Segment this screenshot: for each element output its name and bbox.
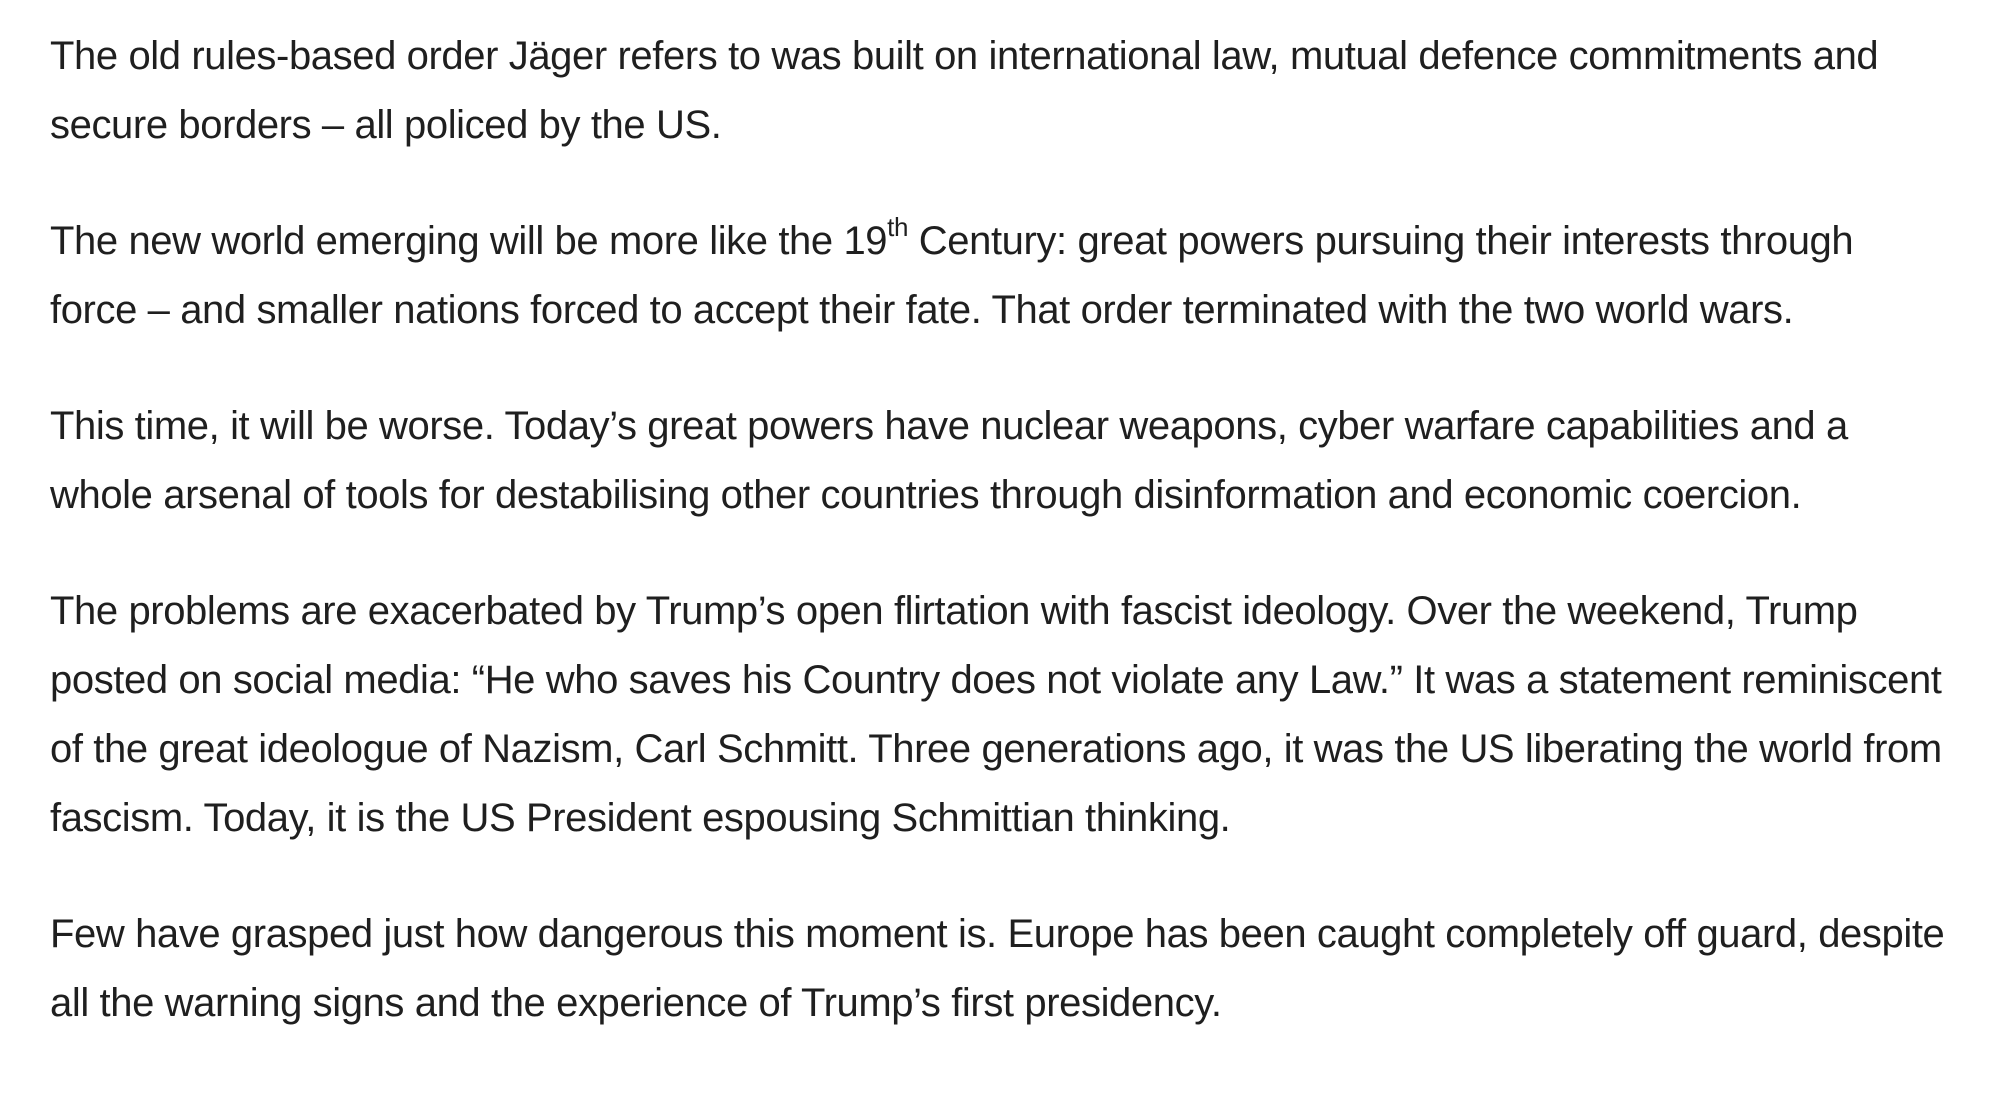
ordinal-superscript: th	[887, 212, 908, 242]
paragraph-5-text: Few have grasped just how dangerous this…	[50, 912, 1944, 1025]
paragraph-1-text: The old rules-based order Jäger refers t…	[50, 34, 1878, 147]
article-body: The old rules-based order Jäger refers t…	[50, 22, 1950, 1085]
paragraph-4: The problems are exacerbated by Trump’s …	[50, 577, 1950, 853]
paragraph-3-text: This time, it will be worse. Today’s gre…	[50, 404, 1848, 517]
paragraph-4-text: The problems are exacerbated by Trump’s …	[50, 589, 1942, 840]
paragraph-2: The new world emerging will be more like…	[50, 207, 1950, 345]
paragraph-3: This time, it will be worse. Today’s gre…	[50, 392, 1950, 530]
paragraph-5: Few have grasped just how dangerous this…	[50, 900, 1950, 1038]
paragraph-1: The old rules-based order Jäger refers t…	[50, 22, 1950, 160]
paragraph-2-text-before: The new world emerging will be more like…	[50, 219, 887, 263]
